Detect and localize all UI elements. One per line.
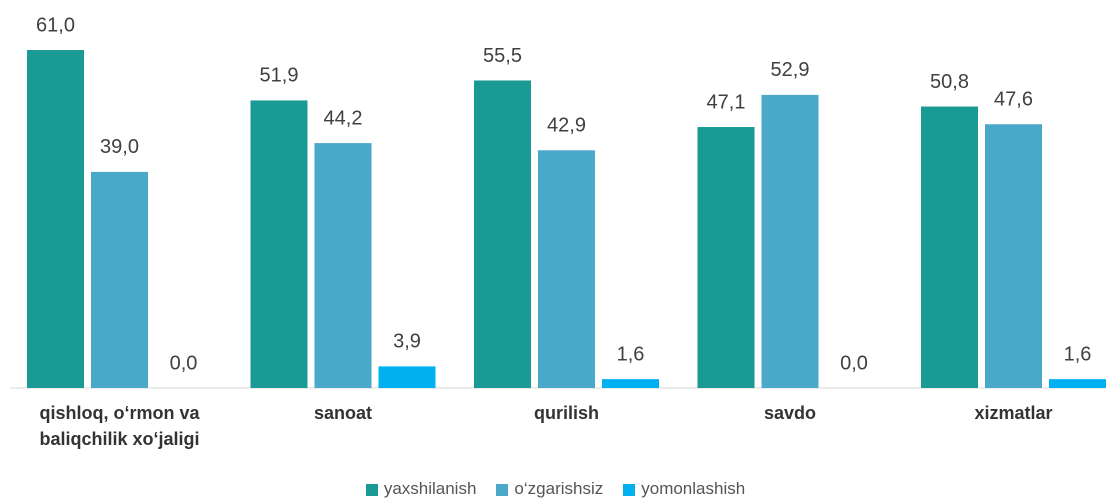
legend: yaxshilanish o‘zgarishsiz yomonlashish xyxy=(0,479,1111,499)
data-label: 44,2 xyxy=(324,107,363,129)
legend-label: yaxshilanish xyxy=(383,479,477,498)
bar xyxy=(921,106,978,388)
x-tick-label: sanoat xyxy=(313,403,373,423)
legend-label: o‘zgarishsiz xyxy=(514,479,604,498)
legend-swatch xyxy=(623,483,636,496)
data-label: 0,0 xyxy=(170,352,198,374)
bar xyxy=(538,150,595,388)
bar xyxy=(91,171,148,388)
legend-item: yomonlashish xyxy=(623,479,745,499)
data-label: 47,6 xyxy=(994,89,1033,111)
data-label: 61,0 xyxy=(36,14,75,36)
x-tick-label: xizmatlar xyxy=(974,403,1053,423)
data-label: 52,9 xyxy=(771,59,810,81)
bar xyxy=(602,379,659,388)
data-label: 0,0 xyxy=(840,352,868,374)
bar xyxy=(985,124,1042,389)
bar xyxy=(474,80,531,389)
legend-item: o‘zgarishsiz xyxy=(496,479,603,499)
bar xyxy=(314,143,372,388)
data-label: 1,6 xyxy=(617,343,645,365)
x-tick-label: qurilish xyxy=(533,403,599,423)
legend-label: yomonlashish xyxy=(641,479,746,498)
data-label: 47,1 xyxy=(707,91,746,113)
bar xyxy=(761,94,819,389)
data-label: 42,9 xyxy=(547,115,586,137)
data-label: 51,9 xyxy=(260,65,299,87)
x-tick-label: savdo xyxy=(763,403,817,423)
data-label: 3,9 xyxy=(393,331,421,353)
legend-item: yaxshilanish xyxy=(365,479,477,499)
legend-swatch xyxy=(365,483,378,496)
x-tick-label: qishloq, o‘rmon va baliqchilik xo‘jaligi xyxy=(39,403,200,449)
bar xyxy=(378,366,436,388)
bar xyxy=(1049,379,1106,388)
data-label: 50,8 xyxy=(930,71,969,93)
bar xyxy=(697,127,755,389)
data-label: 55,5 xyxy=(483,45,522,67)
legend-swatch xyxy=(496,483,509,496)
bar xyxy=(250,100,308,389)
data-label: 39,0 xyxy=(100,136,139,158)
bar xyxy=(27,50,84,388)
data-label: 1,6 xyxy=(1064,343,1092,365)
